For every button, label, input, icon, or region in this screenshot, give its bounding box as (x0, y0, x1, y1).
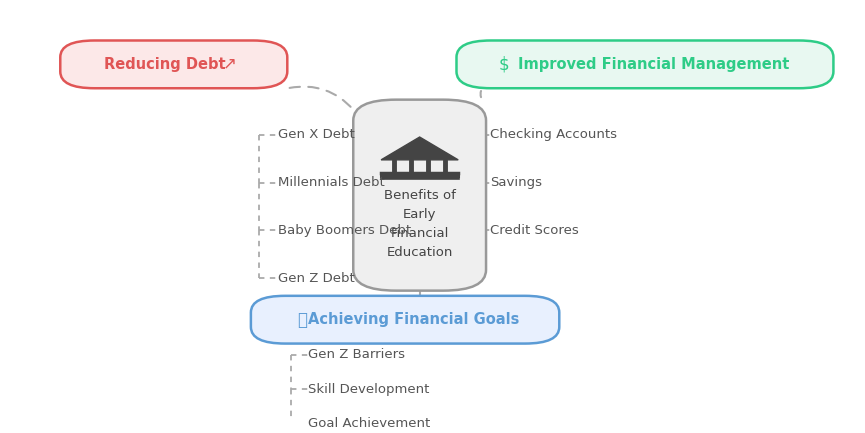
Text: Savings: Savings (490, 176, 541, 189)
FancyBboxPatch shape (353, 100, 486, 291)
Text: Gen Z Debt: Gen Z Debt (279, 271, 355, 284)
Text: Reducing Debt: Reducing Debt (105, 57, 226, 72)
Text: Baby Boomers Debt: Baby Boomers Debt (279, 224, 412, 237)
Text: Improved Financial Management: Improved Financial Management (518, 57, 789, 72)
Text: Benefits of
Early
Financial
Education: Benefits of Early Financial Education (384, 189, 456, 259)
Text: Skill Development: Skill Development (308, 382, 430, 395)
Polygon shape (381, 137, 458, 160)
Text: Gen X Debt: Gen X Debt (279, 129, 355, 142)
Text: ↗︎: ↗︎ (222, 55, 236, 73)
Text: Achieving Financial Goals: Achieving Financial Goals (308, 312, 519, 327)
Text: Millennials Debt: Millennials Debt (279, 176, 385, 189)
Text: Credit Scores: Credit Scores (490, 224, 579, 237)
FancyBboxPatch shape (61, 41, 287, 88)
Text: Gen Z Barriers: Gen Z Barriers (308, 349, 406, 362)
Text: Checking Accounts: Checking Accounts (490, 129, 617, 142)
Text: 💰: 💰 (298, 311, 307, 329)
FancyBboxPatch shape (457, 41, 833, 88)
Text: Goal Achievement: Goal Achievement (308, 417, 431, 430)
FancyBboxPatch shape (251, 296, 560, 343)
Text: $: $ (498, 55, 509, 73)
